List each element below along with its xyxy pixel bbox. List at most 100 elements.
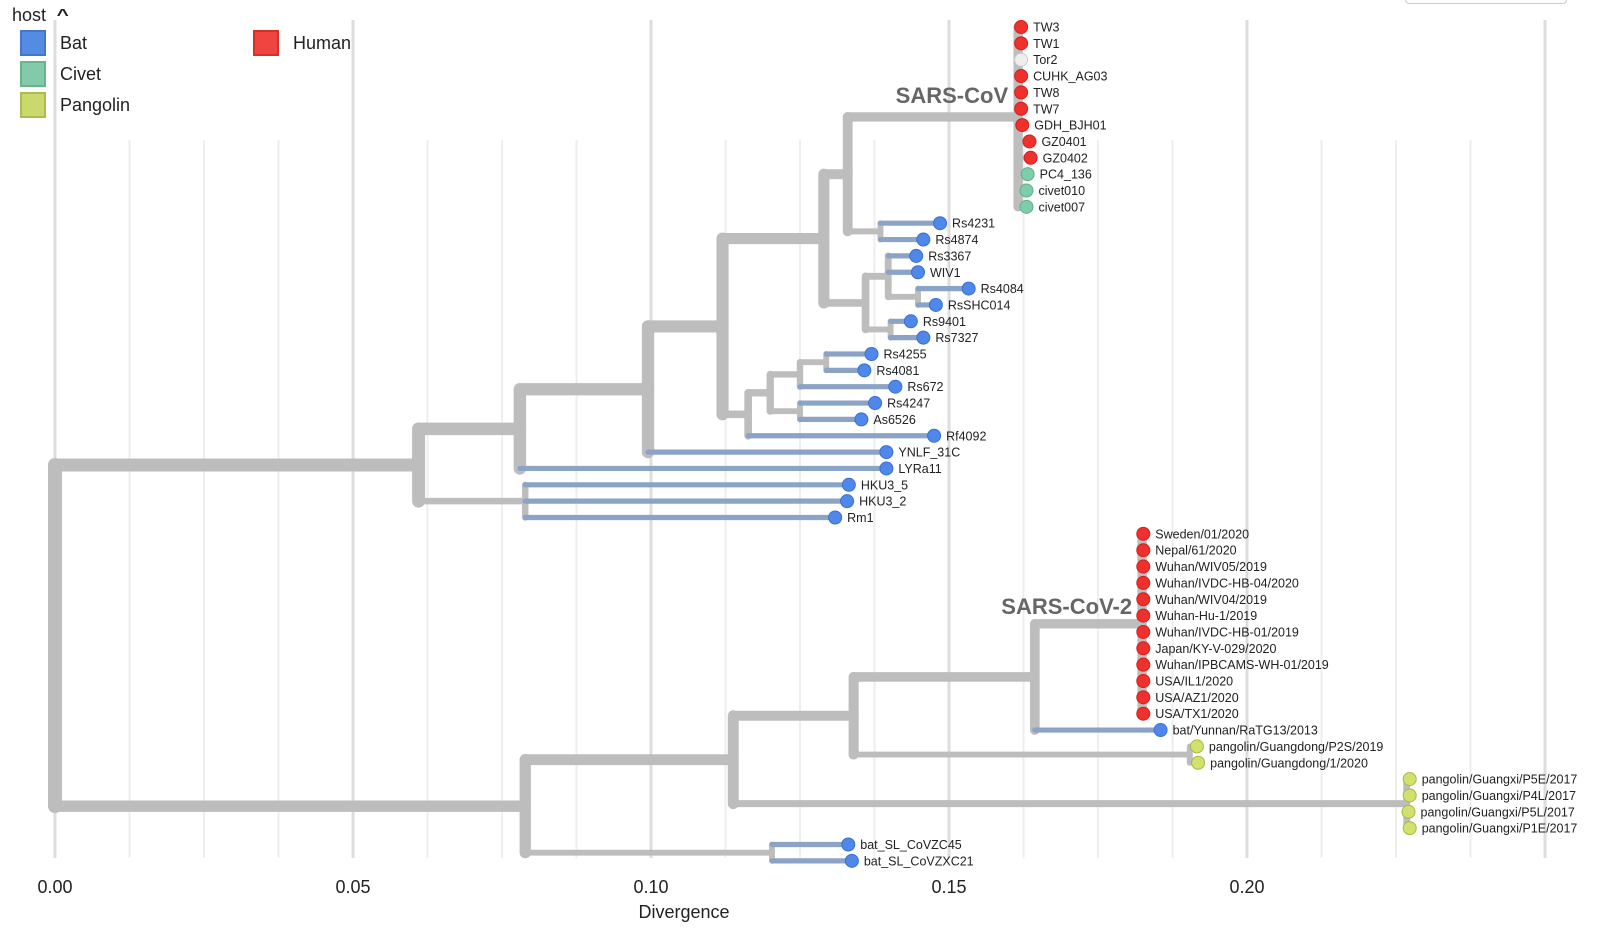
- tip-human: [1023, 150, 1038, 165]
- tip-label: WIV1: [930, 266, 961, 280]
- tip-bat: [903, 314, 918, 329]
- tip-label: pangolin/Guangxi/P4L/2017: [1422, 789, 1576, 803]
- tip-label: pangolin/Guangxi/P1E/2017: [1422, 822, 1578, 836]
- tip-label: USA/AZ1/2020: [1155, 691, 1238, 705]
- tip-label: pangolin/Guangxi/P5L/2017: [1421, 805, 1575, 819]
- tip-label: Rm1: [847, 511, 873, 525]
- tip-label: Rs4247: [887, 397, 930, 411]
- tip-human: [1136, 624, 1151, 639]
- tip-human: [1014, 101, 1029, 116]
- tip-label: Rs4231: [952, 217, 995, 231]
- tip-unknown: [1014, 52, 1029, 67]
- tip-label: As6526: [873, 413, 915, 427]
- tip-label: Nepal/61/2020: [1155, 544, 1236, 558]
- tip-human: [1136, 526, 1151, 541]
- tip-label: LYRa11: [898, 462, 941, 476]
- tip-label: bat_SL_CoVZXC21: [864, 854, 974, 868]
- tip-bat: [879, 445, 894, 460]
- legend-items: Bat Civet Pangolin Human: [12, 30, 392, 130]
- tip-label: GDH_BJH01: [1034, 119, 1106, 133]
- tip-human: [1014, 20, 1029, 34]
- tip-human: [1014, 69, 1029, 84]
- legend-item-bat[interactable]: Bat: [20, 30, 87, 56]
- x-axis: Divergence 0.00 0.05 0.10 0.15 0.20: [37, 877, 1264, 922]
- labels: TW3 TW1 Tor2 CUHK_AG03 TW8 TW7 GDH_BJH01 GZ0401…: [847, 21, 1577, 869]
- tip-human: [1015, 118, 1030, 133]
- tip-label: Sweden/01/2020: [1155, 527, 1249, 541]
- tip-bat: [841, 837, 856, 852]
- tip-human: [1136, 706, 1151, 721]
- tip-label: bat/Yunnan/RaTG13/2013: [1173, 724, 1318, 738]
- tip-label: TW7: [1033, 102, 1059, 116]
- tip-bat: [857, 363, 872, 378]
- clade-label: SARS-CoV-2: [1001, 594, 1132, 619]
- tip-human: [1136, 543, 1151, 558]
- tip-bat: [864, 347, 879, 361]
- tip-human: [1022, 134, 1037, 149]
- tip-label: Rs672: [907, 380, 943, 394]
- legend-toggle[interactable]: host ^: [12, 5, 392, 26]
- tip-label: civet007: [1038, 200, 1085, 214]
- tip-label: GZ0402: [1043, 151, 1088, 165]
- tip-bat: [854, 412, 869, 427]
- tip-label: Wuhan/IPBCAMS-WH-01/2019: [1155, 658, 1328, 672]
- tip-bat: [840, 494, 855, 509]
- legend-swatch-human: [253, 30, 279, 56]
- tip-label: pangolin/Guangdong/1/2020: [1210, 756, 1368, 770]
- tip-bat: [916, 232, 931, 247]
- tip-label: Tor2: [1033, 53, 1057, 67]
- legend-swatch-bat: [20, 30, 46, 56]
- tip-label: Wuhan/WIV04/2019: [1155, 593, 1267, 607]
- tip-label: RsSHC014: [948, 298, 1011, 312]
- tip-bat: [1153, 723, 1168, 738]
- tip-label: PC4_136: [1040, 168, 1092, 182]
- legend: host ^ Bat Civet Pangolin Human: [12, 5, 392, 130]
- legend-item-civet[interactable]: Civet: [20, 61, 101, 87]
- tip-bat: [868, 396, 883, 411]
- tip-bat: [911, 265, 926, 280]
- tip-human: [1136, 674, 1151, 688]
- tip-label: Japan/KY-V-029/2020: [1155, 642, 1276, 656]
- tip-label: YNLF_31C: [898, 446, 960, 460]
- x-tick-label: 0.05: [335, 877, 370, 897]
- tip-human: [1136, 575, 1151, 590]
- tip-pangolin: [1401, 804, 1416, 819]
- tip-bat: [916, 330, 931, 345]
- tip-label: TW3: [1033, 21, 1059, 35]
- tip-bat: [841, 477, 856, 492]
- tip-label: TW1: [1033, 37, 1059, 51]
- tip-label: HKU3_2: [859, 495, 906, 509]
- tip-human: [1136, 690, 1151, 705]
- tip-label: CUHK_AG03: [1033, 70, 1107, 84]
- tip-label: civet010: [1038, 184, 1085, 198]
- legend-item-human[interactable]: Human: [253, 30, 351, 56]
- tip-label: Wuhan-Hu-1/2019: [1155, 609, 1257, 623]
- tip-pangolin: [1191, 755, 1206, 770]
- tip-label: Wuhan/WIV05/2019: [1155, 560, 1267, 574]
- tip-label: Rf4092: [946, 429, 986, 443]
- tip-pangolin: [1189, 739, 1204, 754]
- tip-label: USA/TX1/2020: [1155, 707, 1238, 721]
- legend-swatch-pangolin: [20, 92, 46, 118]
- tip-label: Rs4255: [884, 348, 927, 362]
- tip-label: TW8: [1033, 86, 1059, 100]
- tip-human: [1136, 657, 1151, 672]
- tip-label: pangolin/Guangdong/P2S/2019: [1209, 740, 1384, 754]
- tip-label: Rs9401: [923, 315, 966, 329]
- tip-label: Rs4874: [935, 233, 978, 247]
- tip-pangolin: [1402, 788, 1417, 803]
- tip-human: [1136, 559, 1151, 574]
- legend-item-pangolin[interactable]: Pangolin: [20, 92, 130, 118]
- tip-bat: [933, 216, 948, 231]
- tip-pangolin: [1402, 821, 1417, 836]
- tip-label: bat_SL_CoVZC45: [860, 838, 962, 852]
- tip-bat: [928, 297, 943, 312]
- gridlines: [53, 20, 1547, 858]
- tip-bat: [909, 248, 924, 263]
- tip-human: [1136, 641, 1151, 656]
- tip-label: Wuhan/IVDC-HB-04/2020: [1155, 576, 1299, 590]
- tip-bat: [927, 428, 942, 443]
- tip-label: GZ0401: [1041, 135, 1086, 149]
- tip-label: HKU3_5: [861, 478, 908, 492]
- tip-bat: [828, 510, 843, 525]
